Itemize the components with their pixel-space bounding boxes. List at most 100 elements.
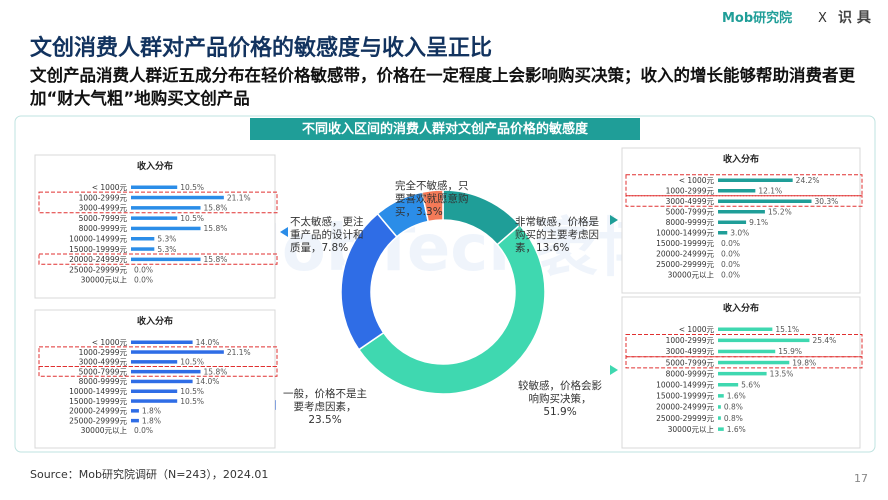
arrow: [280, 227, 288, 237]
value-label: 10.5%: [180, 397, 204, 406]
watermark: MobTech袤博: [218, 212, 662, 286]
bar: [131, 216, 178, 220]
value-label: 25.4%: [812, 336, 836, 345]
value-label: 15.8%: [204, 204, 228, 213]
value-label: 10.5%: [180, 358, 204, 367]
bar: [718, 189, 756, 193]
bar: [131, 185, 178, 189]
bar: [131, 226, 201, 231]
y-tick-label: 10000-14999元: [656, 229, 714, 238]
category-label: 不太敏感，更注重产品的设计和质量，: [290, 216, 364, 254]
y-tick-label: < 1000元: [92, 183, 128, 192]
value-label: 15.1%: [775, 325, 799, 334]
page-number: 17: [854, 472, 868, 485]
y-tick-label: 30000元以上: [81, 426, 128, 435]
value-label: 15.8%: [204, 255, 228, 264]
value-label: 51.9%: [543, 406, 577, 418]
bar: [718, 427, 724, 431]
y-tick-label: 20000-24999元: [656, 403, 714, 412]
y-tick-label: 15000-19999元: [656, 392, 714, 401]
value-label: 1.6%: [727, 425, 746, 434]
title: 文创消费人群对产品价格的敏感度与收入呈正比: [30, 36, 493, 61]
bar: [131, 195, 224, 200]
bar: [131, 369, 201, 374]
bar: [718, 383, 739, 387]
value-label: 9.1%: [749, 218, 768, 227]
value-label: 1.6%: [727, 392, 746, 401]
banner: [250, 118, 640, 140]
value-label: 19.8%: [792, 358, 816, 367]
value-label: 0.0%: [721, 250, 740, 259]
value-label: 3.0%: [730, 229, 749, 238]
value-label: 0.0%: [721, 260, 740, 269]
highlight-box: [625, 356, 863, 369]
y-tick-label: 1000-2999元: [666, 336, 715, 345]
donut-label: 一般，价格不是主要考虑因素，23.5%: [280, 388, 370, 427]
y-tick-label: 25000-29999元: [69, 416, 127, 425]
y-tick-label: 20000-24999元: [69, 255, 127, 264]
bar: [718, 416, 721, 420]
bar: [718, 405, 721, 409]
y-tick-label: 25000-29999元: [69, 265, 127, 274]
y-tick-label: 10000-14999元: [656, 381, 714, 390]
bar: [718, 360, 790, 365]
bar: [718, 231, 728, 235]
value-label: 10.5%: [180, 183, 204, 192]
y-tick-label: 1000-2999元: [79, 348, 128, 357]
category-label: 完全不敏感，只要喜欢就愿意购买，: [395, 180, 469, 218]
bar: [131, 257, 201, 262]
highlight-box: [38, 191, 278, 214]
value-label: 14.0%: [196, 338, 220, 347]
value-label: 1.8%: [142, 407, 161, 416]
category-label: 较敏感，价格会影响购买决策，: [518, 380, 602, 405]
highlight-box: [38, 253, 278, 265]
subtitle: 文创产品消费人群近五成分布在轻价格敏感带，价格在一定程度上会影响购买决策；收入的…: [30, 66, 855, 108]
donut-title: 不同收入区间的消费人群对文创产品价格的敏感度: [302, 121, 589, 137]
y-tick-label: 3000-4999元: [666, 347, 715, 356]
panel-title: 收入分布: [723, 153, 759, 165]
category-label: 一般，价格不是主要考虑因素，: [283, 388, 367, 413]
value-label: 1.8%: [142, 416, 161, 425]
arrow: [610, 215, 618, 225]
y-tick-label: 30000元以上: [668, 425, 715, 434]
bar: [718, 210, 765, 214]
bar: [718, 327, 773, 331]
logo: 识 具: [838, 10, 871, 26]
value-label: 10.5%: [180, 387, 204, 396]
donut-label: 不太敏感，更注重产品的设计和质量，7.8%: [290, 216, 372, 255]
panel-title: 收入分布: [137, 160, 173, 172]
value-label: 15.9%: [778, 347, 802, 356]
y-tick-label: < 1000元: [92, 338, 128, 347]
highlight-box: [625, 195, 863, 207]
bar: [131, 360, 178, 364]
source: Source：Mob研究院调研（N=243），2024.01: [30, 467, 268, 481]
content-frame: [14, 115, 876, 453]
value-label: 14.0%: [196, 377, 220, 386]
bar: [131, 340, 193, 344]
y-tick-label: 3000-4999元: [666, 197, 715, 206]
donut-label: 完全不敏感，只要喜欢就愿意购买，3.3%: [395, 180, 477, 219]
donut-label: 较敏感，价格会影响购买决策，51.9%: [515, 380, 605, 419]
value-label: 0.0%: [134, 265, 153, 274]
value-label: 15.8%: [204, 224, 228, 233]
y-tick-label: 15000-19999元: [656, 239, 714, 248]
panel-title: 收入分布: [723, 302, 759, 314]
bar: [718, 349, 776, 354]
value-label: 5.3%: [157, 235, 176, 244]
panel: [34, 154, 276, 299]
value-label: 24.2%: [796, 176, 820, 185]
bar: [131, 206, 201, 210]
value-label: 5.6%: [741, 381, 760, 390]
bar: [131, 379, 193, 384]
value-label: 0.8%: [724, 403, 743, 412]
arrow: [610, 365, 618, 375]
y-tick-label: 8000-9999元: [79, 224, 128, 233]
value-label: 0.8%: [724, 414, 743, 423]
highlight-box: [38, 346, 278, 367]
y-tick-label: 25000-29999元: [656, 260, 714, 269]
bar: [131, 350, 224, 354]
y-tick-label: 30000元以上: [81, 276, 128, 285]
y-tick-label: 20000-24999元: [69, 407, 127, 416]
y-tick-label: 5000-7999元: [79, 214, 128, 223]
